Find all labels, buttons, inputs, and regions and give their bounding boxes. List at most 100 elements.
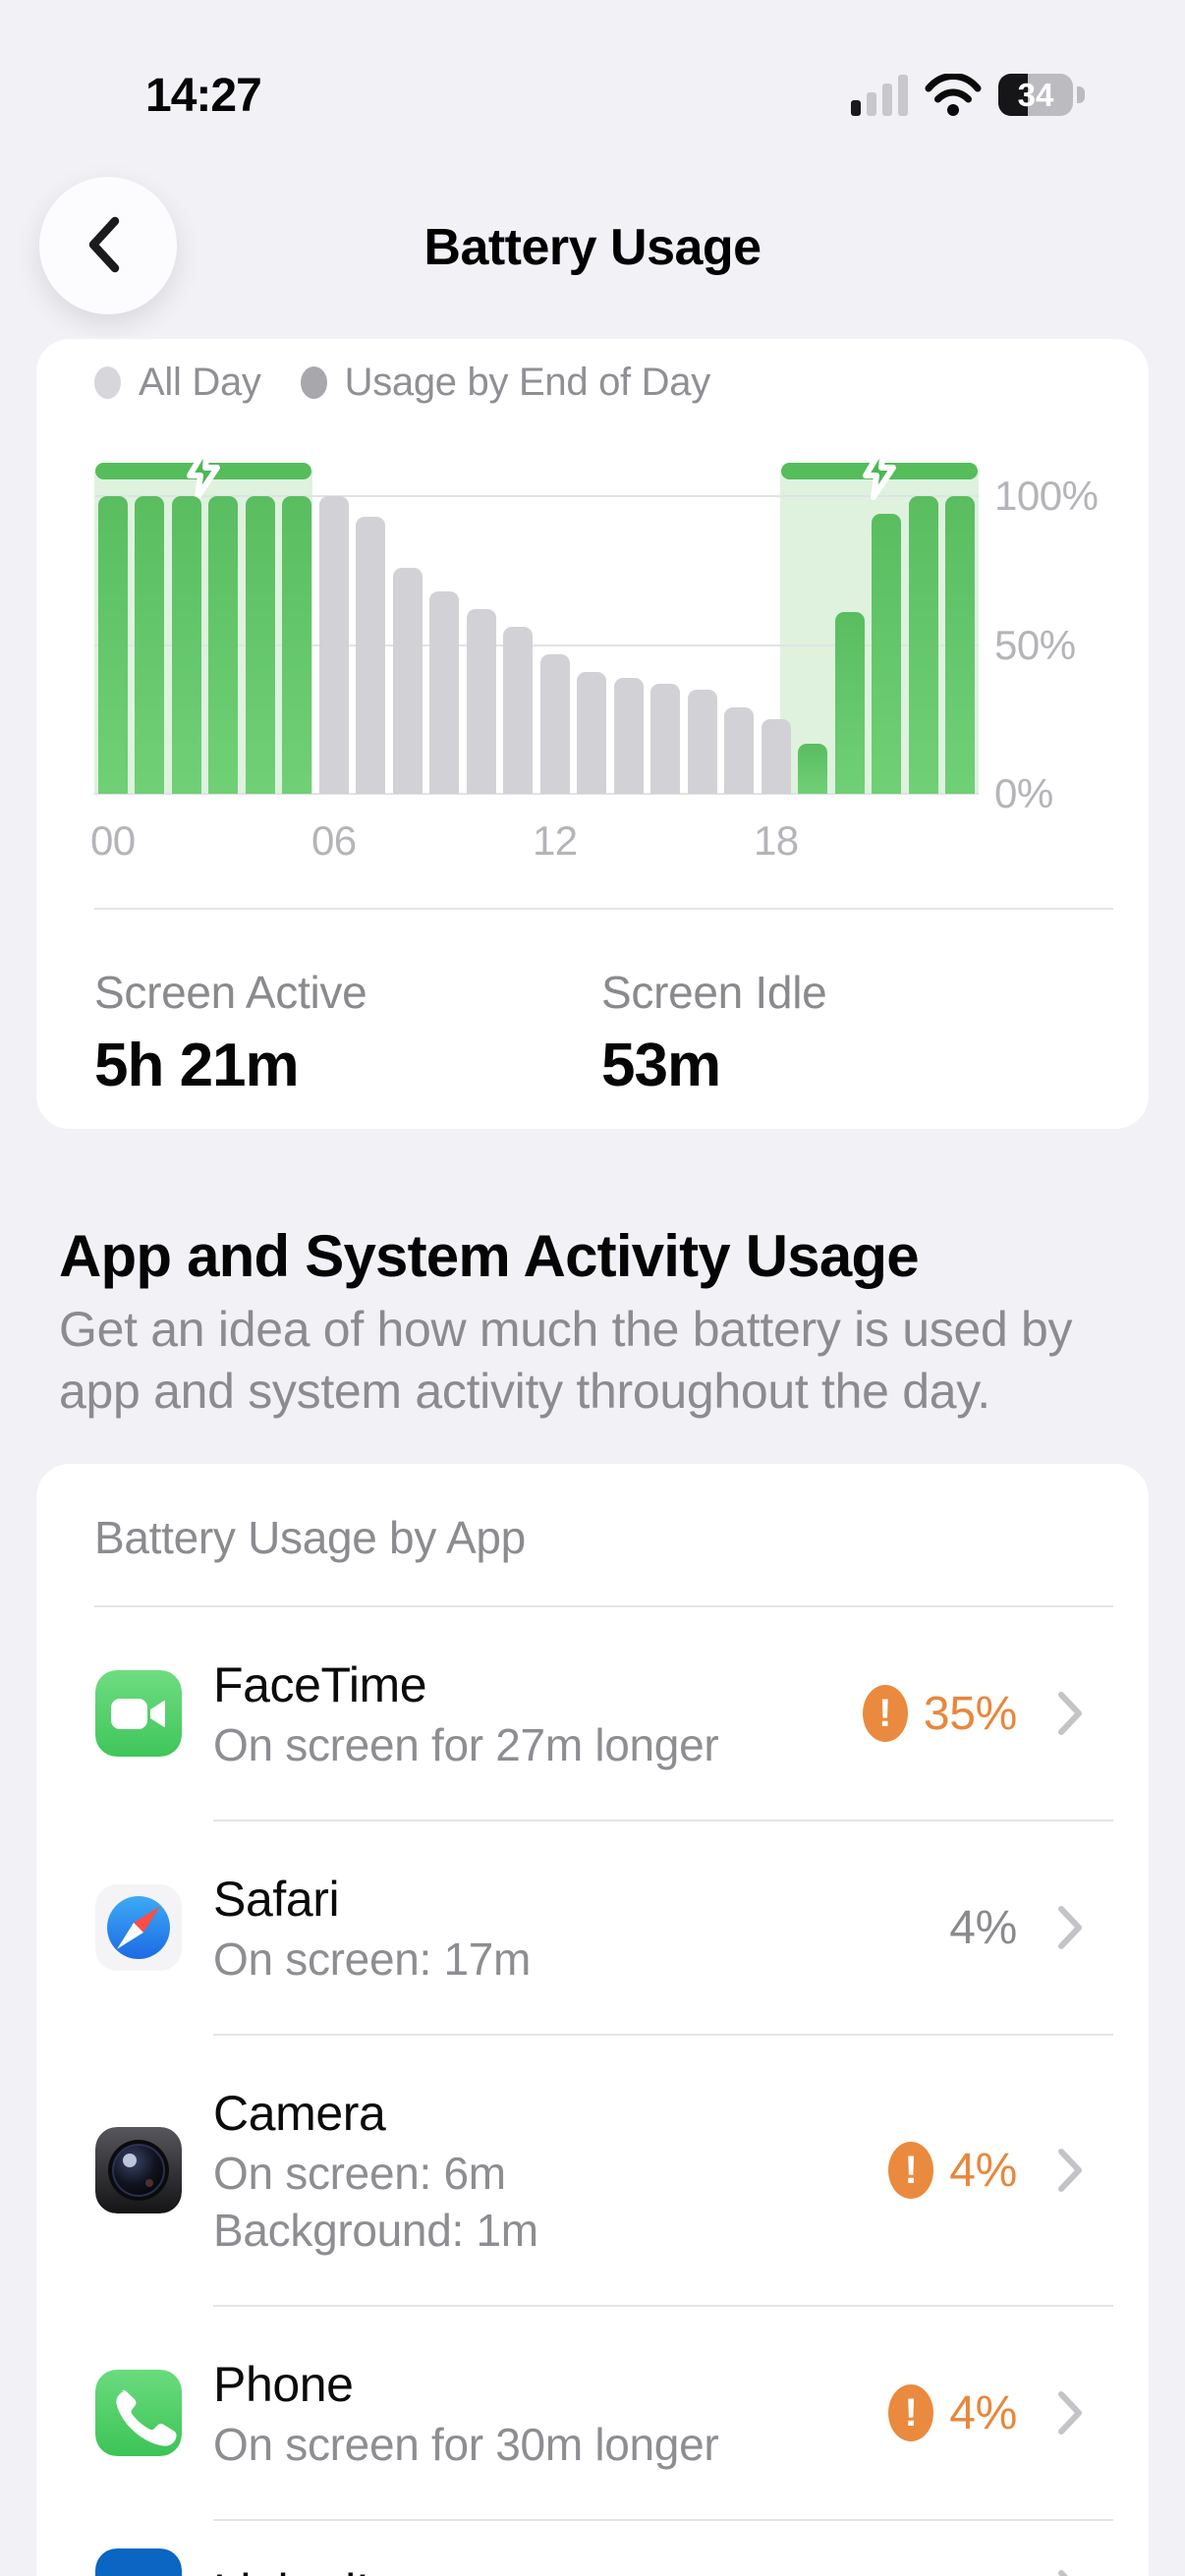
battery-status-icon: 34 xyxy=(998,74,1073,116)
section-title: App and System Activity Usage xyxy=(59,1223,920,1289)
row-accessory: ! 4% xyxy=(888,2384,1084,2441)
app-row-phone[interactable]: Phone On screen for 30m longer! 4% xyxy=(36,2307,1149,2519)
screen-time-stats: Screen Active 5h 21m Screen Idle 53m xyxy=(94,966,1108,1100)
screen-idle-stat: Screen Idle 53m xyxy=(601,966,1108,1100)
row-accessory: ! 4% xyxy=(888,2142,1084,2199)
divider xyxy=(94,908,1113,910)
app-usage-list: FaceTime On screen for 27m longer! 35% Saf… xyxy=(36,1607,1149,2576)
gridline xyxy=(94,495,979,497)
chevron-right-icon xyxy=(1056,2147,1084,2194)
battery-nub xyxy=(1077,86,1085,103)
y-axis-label: 50% xyxy=(994,621,1076,668)
battery-bar xyxy=(392,567,423,794)
camera-icon xyxy=(95,2127,182,2213)
row-accessory: ! 35% xyxy=(862,1685,1084,1742)
phone-icon xyxy=(95,2370,182,2456)
chevron-right-icon xyxy=(1056,2389,1084,2436)
legend-dot-icon xyxy=(300,366,327,399)
app-usage-subtitle: On screen: 6m xyxy=(213,2148,506,2199)
app-row-text: Camera On screen: 6m Background: 1m xyxy=(213,2082,865,2259)
battery-bar xyxy=(613,677,644,794)
battery-bar xyxy=(282,496,312,794)
battery-chart-card: All Day Usage by End of Day 100% 50% 0% 00… xyxy=(36,339,1149,1129)
row-accessory xyxy=(1033,2568,1084,2576)
charging-period-overlay xyxy=(94,472,312,794)
battery-bar xyxy=(503,627,534,794)
battery-bar xyxy=(724,707,755,794)
chevron-right-icon xyxy=(1056,1690,1084,1737)
gridline xyxy=(94,793,979,795)
app-name: Phone xyxy=(213,2357,354,2412)
legend-dot-icon xyxy=(94,366,121,399)
section-description: Get an idea of how much the battery is u… xyxy=(59,1299,1073,1423)
app-row-text: LinkedIn xyxy=(213,2560,1009,2576)
app-row-facetime[interactable]: FaceTime On screen for 27m longer! 35% xyxy=(36,1607,1149,1820)
chevron-right-icon xyxy=(1056,2568,1084,2576)
battery-bar xyxy=(171,496,201,794)
battery-fill xyxy=(998,74,1029,116)
app-row-camera[interactable]: Camera On screen: 6m Background: 1m ! 4% xyxy=(36,2036,1149,2305)
app-row-text: FaceTime On screen for 27m longer xyxy=(213,1653,839,1773)
app-name: FaceTime xyxy=(213,1657,427,1712)
svg-text:in: in xyxy=(119,2569,157,2576)
row-accessory: 4% xyxy=(949,1901,1084,1955)
divider xyxy=(213,2519,1113,2521)
app-row-linkedin[interactable]: in LinkedIn xyxy=(36,2521,1149,2576)
battery-bar xyxy=(945,496,976,794)
divider xyxy=(94,1605,1113,1607)
battery-bar xyxy=(97,496,128,794)
battery-bar xyxy=(908,496,938,794)
section-description-line: app and system activity throughout the d… xyxy=(59,1364,990,1419)
app-name: LinkedIn xyxy=(213,2560,1009,2576)
safari-icon xyxy=(95,1884,182,1971)
warning-badge-icon: ! xyxy=(888,2384,934,2441)
battery-bar xyxy=(466,609,496,794)
app-name: Camera xyxy=(213,2086,386,2141)
battery-percent-value: 4% xyxy=(949,1901,1017,1954)
chevron-right-icon xyxy=(1056,1904,1084,1951)
battery-usage-by-app-card: Battery Usage by App FaceTime On screen f… xyxy=(36,1464,1149,2576)
battery-bar xyxy=(318,496,349,794)
legend-label: Usage by End of Day xyxy=(344,361,711,404)
chart-legend: All Day Usage by End of Day xyxy=(94,361,730,405)
battery-bar xyxy=(577,671,607,794)
x-axis-label: 12 xyxy=(532,817,578,864)
y-axis-label: 100% xyxy=(994,473,1099,519)
app-card-header: Battery Usage by App xyxy=(94,1512,526,1563)
facetime-icon xyxy=(95,1670,182,1757)
status-icons: 34 xyxy=(851,72,1097,122)
warning-badge-icon: ! xyxy=(888,2142,934,2199)
app-name: Safari xyxy=(213,1872,340,1927)
battery-bar xyxy=(429,591,460,794)
legend-label: All Day xyxy=(139,361,261,404)
back-button[interactable] xyxy=(39,177,177,314)
battery-bar xyxy=(872,514,902,794)
app-usage-subtitle: On screen for 30m longer xyxy=(213,2419,719,2470)
app-usage-subtitle: Background: 1m xyxy=(213,2205,538,2256)
page-title: Battery Usage xyxy=(423,219,762,276)
screen-active-stat: Screen Active 5h 21m xyxy=(94,966,601,1100)
battery-percent-value: 4% xyxy=(949,2386,1017,2439)
cellular-signal-icon xyxy=(851,74,908,121)
divider xyxy=(213,2305,1113,2307)
app-usage-subtitle: On screen: 17m xyxy=(213,1933,532,1985)
y-axis-label: 0% xyxy=(994,770,1053,816)
battery-bar xyxy=(208,496,239,794)
charging-bolt-icon xyxy=(859,443,900,500)
x-axis-label: 06 xyxy=(310,817,357,864)
charging-bolt-icon xyxy=(183,443,224,500)
warning-badge-icon: ! xyxy=(862,1685,908,1742)
app-row-text: Safari On screen: 17m xyxy=(213,1868,926,1988)
gridline xyxy=(94,644,979,646)
x-axis-label: 18 xyxy=(753,817,799,864)
battery-bar xyxy=(798,743,828,794)
battery-bar xyxy=(834,612,865,794)
wifi-icon xyxy=(924,72,983,122)
app-row-safari[interactable]: Safari On screen: 17m 4% xyxy=(36,1821,1149,2034)
app-usage-subtitle: On screen for 27m longer xyxy=(213,1719,719,1770)
app-row-text: Phone On screen for 30m longer xyxy=(213,2353,865,2473)
battery-percent-value: 35% xyxy=(923,1687,1017,1740)
screen-idle-label: Screen Idle xyxy=(601,967,827,1018)
battery-bar xyxy=(650,683,681,794)
